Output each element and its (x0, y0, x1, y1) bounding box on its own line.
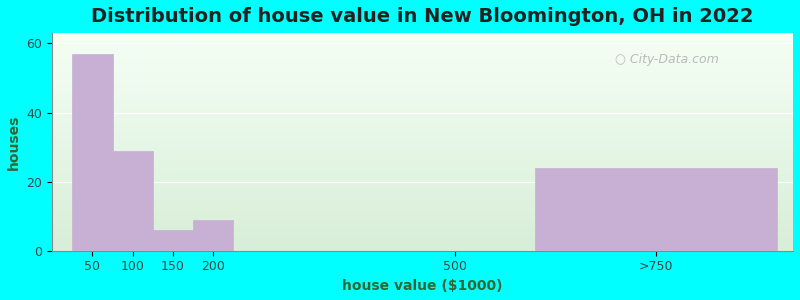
Bar (153, 230, 193, 251)
Bar (113, 151, 153, 251)
Text: ○ City-Data.com: ○ City-Data.com (615, 53, 719, 66)
Bar (535, 168, 777, 251)
Title: Distribution of house value in New Bloomington, OH in 2022: Distribution of house value in New Bloom… (91, 7, 754, 26)
Bar (193, 220, 234, 251)
Bar (72, 54, 113, 251)
Y-axis label: houses: houses (7, 114, 21, 169)
X-axis label: house value ($1000): house value ($1000) (342, 279, 503, 293)
